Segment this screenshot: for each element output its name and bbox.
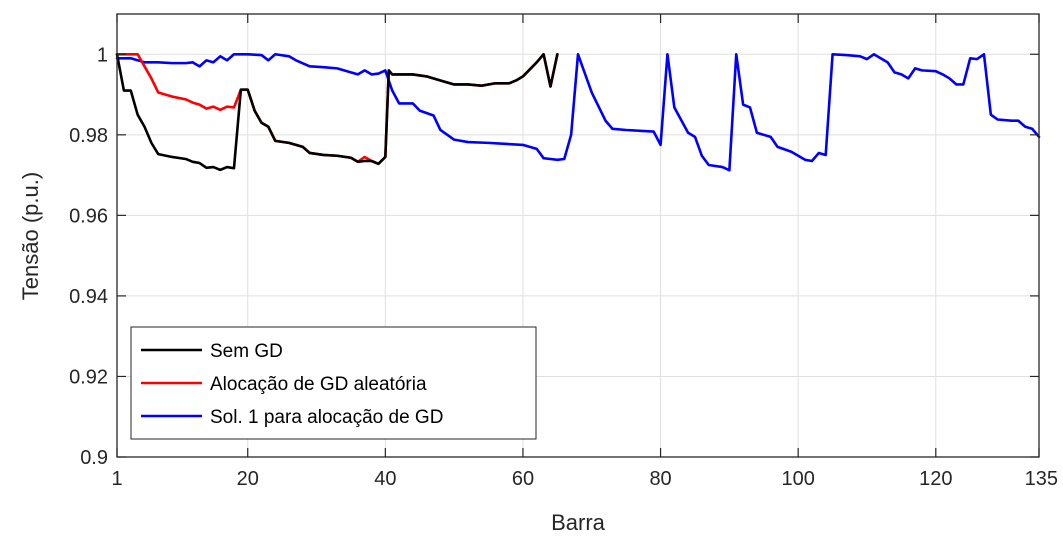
legend-label-sol-1: Sol. 1 para alocação de GD bbox=[210, 407, 443, 428]
x-axis-label: Barra bbox=[551, 510, 606, 535]
legend-label-alocacao-aleatoria: Alocação de GD aleatória bbox=[210, 374, 427, 395]
series-line-0 bbox=[115, 52, 559, 172]
x-tick-label: 1 bbox=[111, 468, 122, 490]
y-tick-label: 0.92 bbox=[69, 366, 108, 388]
x-tick-label: 20 bbox=[237, 468, 259, 490]
x-tick-label: 100 bbox=[781, 468, 814, 490]
legend-label-sem-gd: Sem GD bbox=[210, 341, 283, 362]
y-tick-label: 1 bbox=[97, 44, 108, 66]
y-axis-label: Tensão (p.u.) bbox=[18, 172, 43, 300]
y-tick-label: 0.96 bbox=[69, 205, 108, 227]
series-lines bbox=[115, 52, 1041, 172]
tick-marks bbox=[116, 14, 1040, 458]
x-tick-label: 120 bbox=[919, 468, 952, 490]
y-tick-label: 0.98 bbox=[69, 125, 108, 147]
legend: Sem GD Alocação de GD aleatória Sol. 1 p… bbox=[130, 326, 537, 440]
x-tick-label: 135 bbox=[1025, 468, 1058, 490]
y-tick-label: 0.94 bbox=[69, 286, 108, 308]
x-tick-label: 80 bbox=[649, 468, 671, 490]
axes-box bbox=[116, 13, 1040, 458]
series-line-2 bbox=[115, 52, 1041, 172]
y-tick-label: 0.9 bbox=[80, 447, 108, 469]
x-tick-label: 40 bbox=[374, 468, 396, 490]
x-tick-label: 60 bbox=[512, 468, 534, 490]
